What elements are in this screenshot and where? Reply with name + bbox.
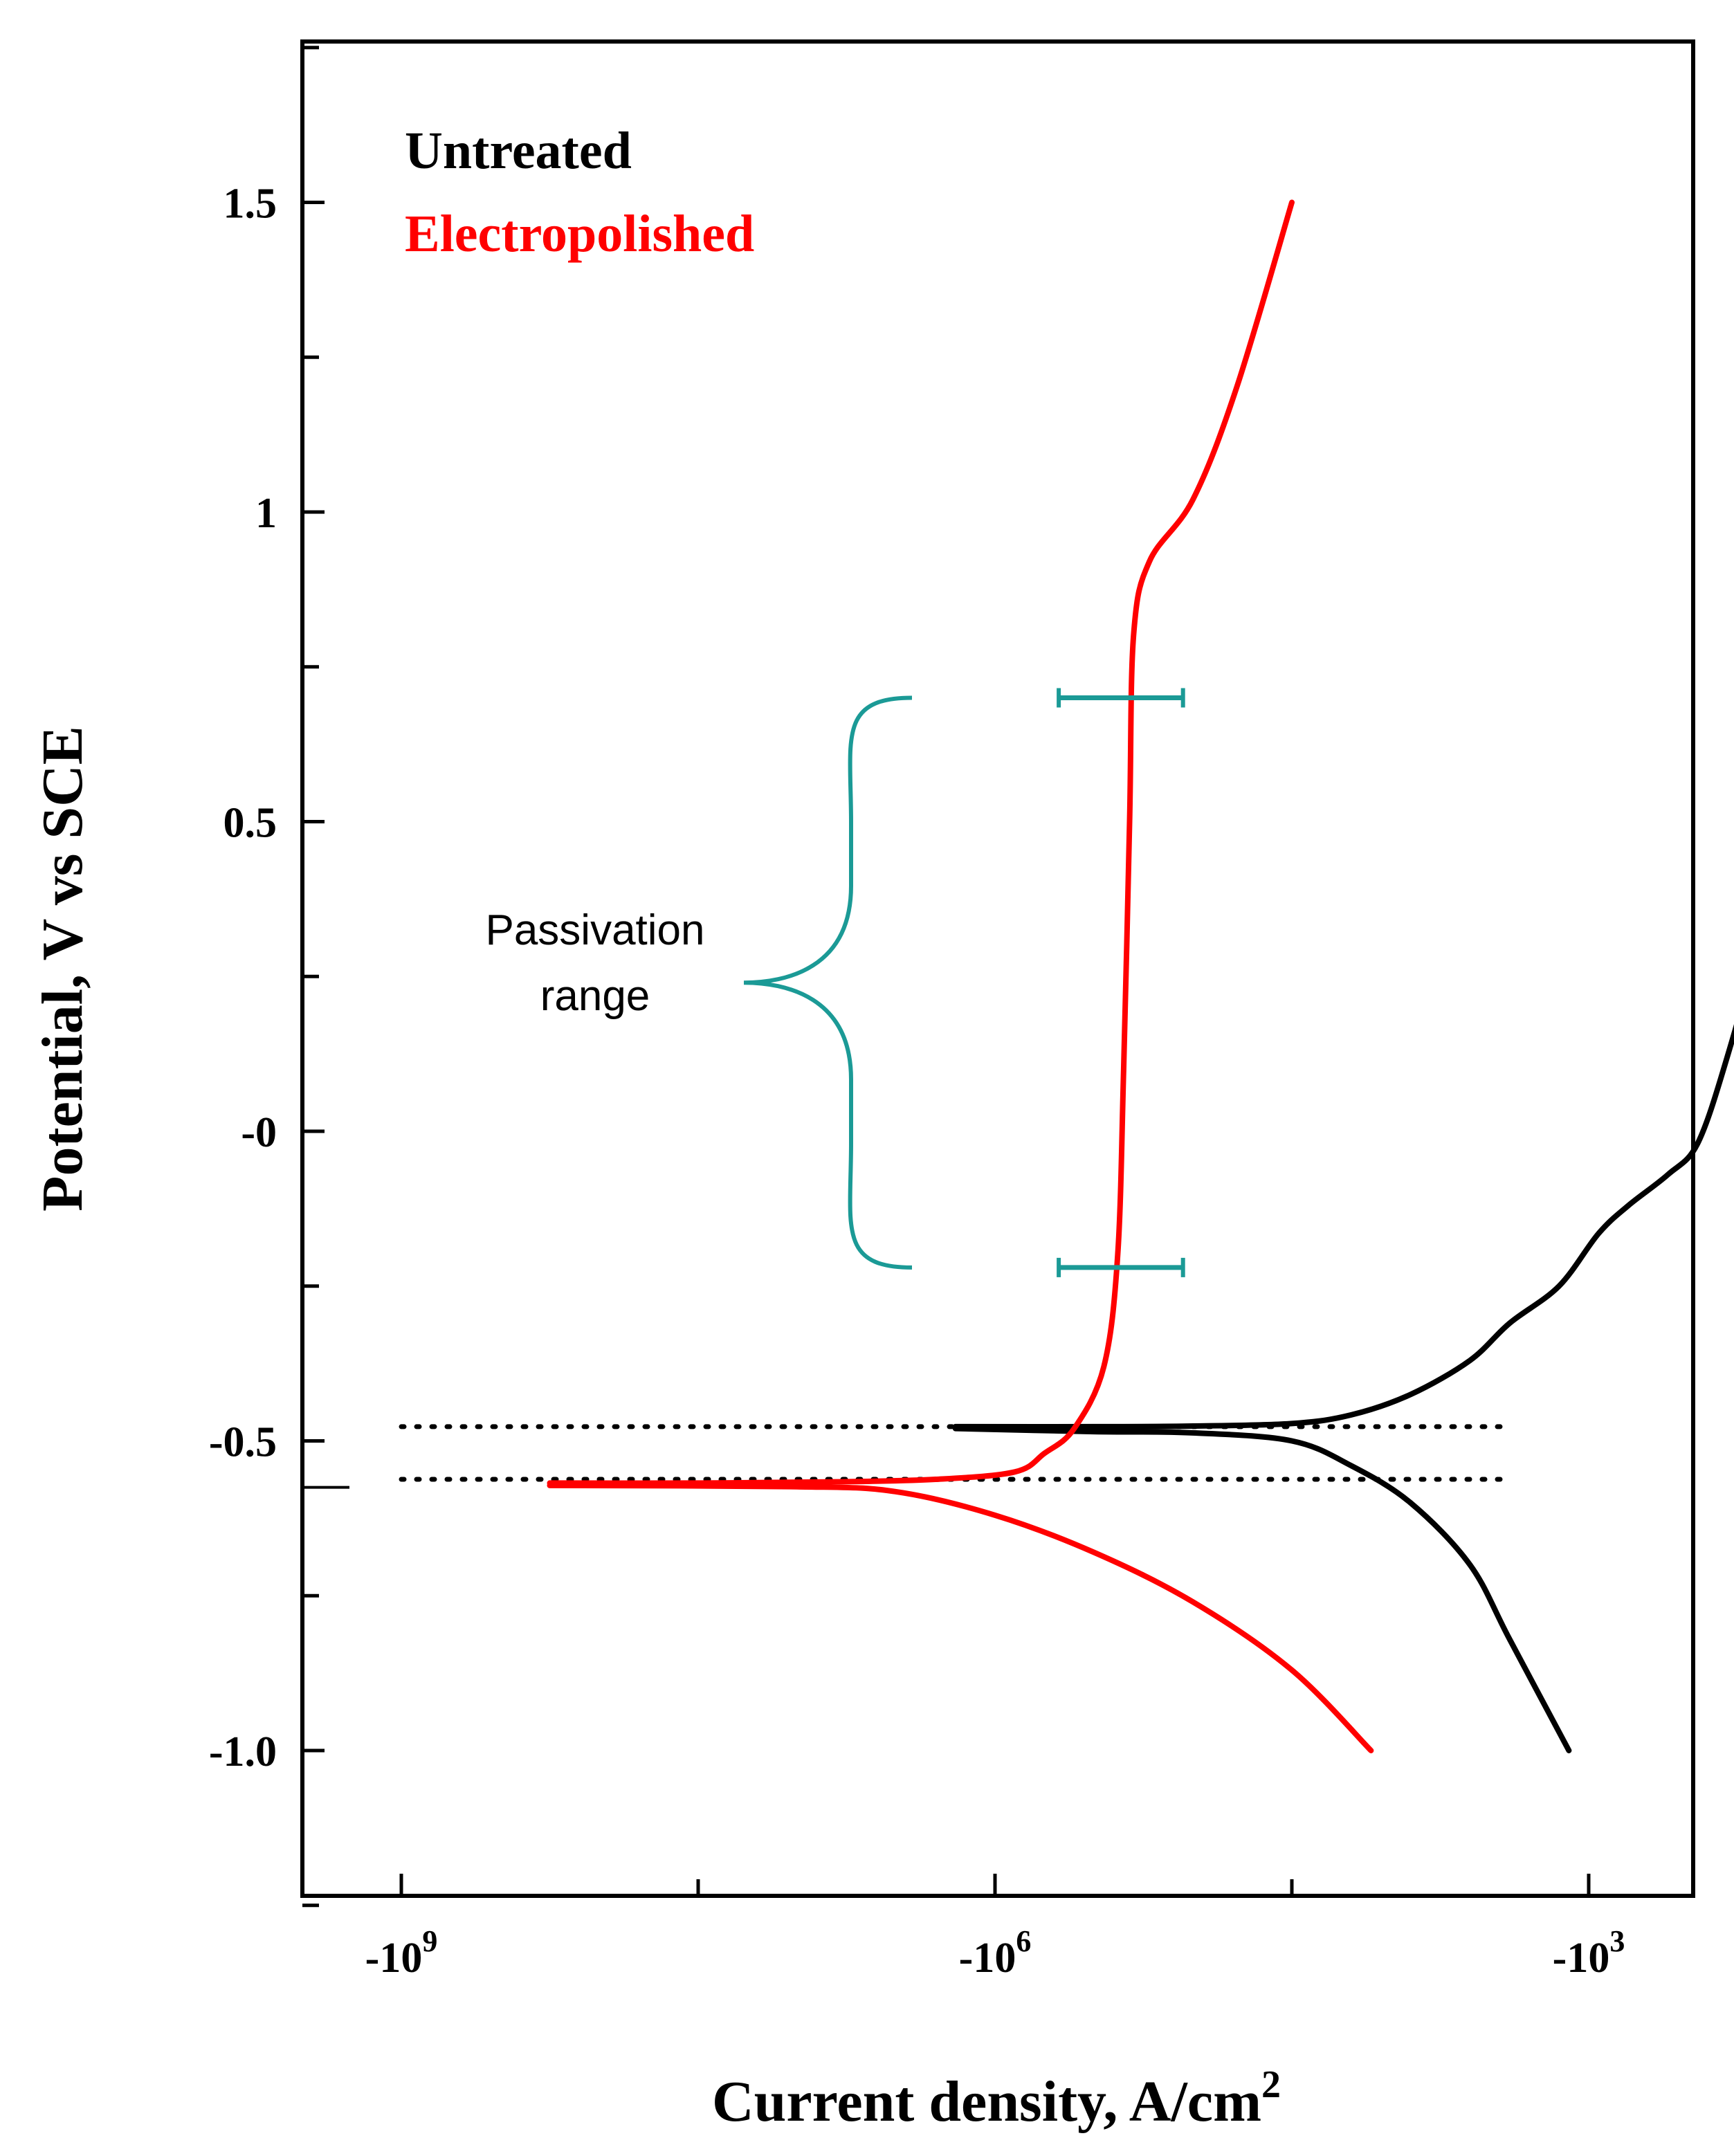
x-axis-title: Current density, A/cm2 xyxy=(712,2063,1281,2134)
passivation-label-line2: range xyxy=(540,972,650,1020)
y-axis-title: Potential, V vs SCE xyxy=(30,726,95,1212)
y-tick-label: 1.5 xyxy=(223,181,277,228)
series-line-untreated-anodic xyxy=(952,1024,1734,1429)
y-tick-label: 1 xyxy=(255,490,277,537)
y-tick-label: -0 xyxy=(241,1109,277,1156)
passivation-annotation: Passivation range xyxy=(485,688,1185,1277)
y-axis-ticks: 1.5 1 0.5 -0 -0.5 -1.0 xyxy=(209,46,325,1908)
x-tick-label: -109 xyxy=(365,1924,438,1982)
plot-frame xyxy=(300,39,1695,1898)
x-axis-ticks: -109 -106 -103 xyxy=(365,1874,1625,1982)
legend-untreated: Untreated xyxy=(405,122,632,180)
legend-electropolished: Electropolished xyxy=(405,205,754,263)
series-layer xyxy=(547,199,1734,1753)
series-line-electropolished-anodic xyxy=(547,199,1295,1486)
passivation-label-line1: Passivation xyxy=(485,906,704,954)
series-line-untreated-cathodic xyxy=(952,1425,1572,1753)
x-tick-label: -106 xyxy=(959,1924,1032,1982)
y-tick-label: 0.5 xyxy=(223,800,277,847)
x-axis-title-main: Current density, A/cm xyxy=(712,2070,1261,2134)
x-tick-label: -103 xyxy=(1553,1924,1625,1982)
x-axis-title-superscript: 2 xyxy=(1261,2063,1281,2106)
reference-lines xyxy=(302,1424,1513,1489)
y-tick-label: -1.0 xyxy=(209,1728,277,1775)
y-tick-label: -0.5 xyxy=(209,1419,277,1466)
passivation-brace xyxy=(743,695,913,1270)
series-line-electropolished-cathodic xyxy=(547,1482,1374,1753)
